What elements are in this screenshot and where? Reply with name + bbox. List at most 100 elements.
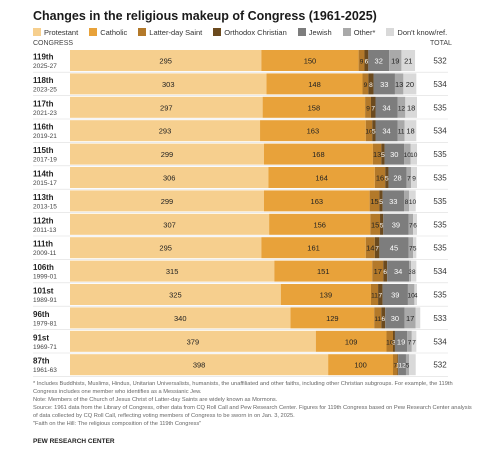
data-label: 12: [398, 105, 406, 112]
data-label: 10: [404, 152, 412, 159]
bar-segment: [263, 190, 370, 212]
bar-segment: [393, 354, 398, 376]
data-label: 32: [375, 57, 383, 66]
data-label: 6: [383, 269, 387, 276]
bar-segment: [70, 354, 329, 376]
data-label: 8: [412, 269, 416, 276]
bar-segment: [409, 260, 412, 282]
legend-item: Latter-day Saint: [138, 28, 202, 37]
bar-segment: [372, 143, 382, 165]
data-label: 10: [408, 293, 416, 300]
bar-segment: [365, 96, 371, 118]
data-label: 297: [160, 103, 173, 112]
bar-segment: [368, 73, 374, 95]
bar-segment: [315, 330, 387, 352]
bar-segment: [261, 237, 366, 259]
bar-segment: [398, 354, 406, 376]
data-label: 14: [366, 244, 374, 253]
data-label: 6: [365, 59, 369, 66]
data-label: 13: [373, 150, 381, 159]
congress-years-label: 1969-71: [33, 344, 57, 351]
bar-segment: [372, 260, 384, 282]
data-label: 21: [404, 57, 412, 66]
bar-segment: [365, 237, 375, 259]
total-value: 532: [433, 57, 447, 66]
total-value: 535: [433, 103, 447, 112]
footnote-report: "Faith on the Hill: The religious compos…: [33, 421, 202, 427]
bar-segment: [374, 237, 380, 259]
legend-item: Orthodox Christian: [213, 28, 287, 37]
data-label: 17: [406, 314, 414, 323]
bar-segment: [382, 284, 408, 305]
data-label: 9: [412, 176, 416, 183]
data-label: 129: [326, 314, 339, 323]
bar-segment: [386, 330, 394, 352]
bar-segment: [379, 237, 409, 259]
congress-years-label: 2013-15: [33, 203, 57, 210]
data-label: 7: [412, 339, 416, 346]
data-label: 299: [161, 197, 174, 206]
bar-segment: [70, 260, 275, 282]
data-label: 7: [375, 246, 379, 253]
data-label: 5: [413, 246, 417, 253]
congress-years-label: 2023-25: [33, 86, 57, 93]
legend-swatch: [213, 28, 222, 36]
total-value: 534: [433, 267, 447, 276]
data-label: 39: [391, 291, 399, 300]
data-label: 379: [187, 337, 200, 346]
total-value: 534: [433, 337, 447, 346]
bar-segment: [405, 96, 417, 118]
data-label: 163: [311, 197, 324, 206]
congress-years-label: 1961-63: [33, 367, 57, 374]
bar-segment: [404, 120, 417, 142]
data-label: 398: [193, 361, 206, 370]
bar-segment: [381, 307, 386, 329]
bar-segment: [414, 284, 417, 305]
data-label: 33: [380, 80, 388, 89]
bar-segment: [384, 143, 405, 165]
bar-segment: [408, 237, 414, 259]
data-label: 295: [159, 244, 172, 253]
data-label: 1: [396, 363, 400, 370]
data-label: 19: [397, 337, 405, 346]
data-label: 20: [406, 80, 414, 89]
bar-segment: [415, 307, 421, 329]
legend-label: Other*: [353, 27, 376, 37]
total-value: 533: [433, 314, 447, 323]
data-label: 28: [393, 174, 401, 183]
data-label: 9: [366, 105, 370, 112]
congress-label: 106th: [33, 263, 54, 272]
bar-segment: [385, 307, 405, 329]
bar-segment: [374, 307, 382, 329]
chart-title: Changes in the religious makeup of Congr…: [33, 9, 377, 23]
congress-label: 119th: [33, 53, 54, 62]
data-label: 7: [408, 339, 412, 346]
total-value: 535: [433, 220, 447, 229]
bar-segment: [374, 167, 386, 188]
bar-segment: [383, 260, 388, 282]
total-value: 535: [433, 197, 447, 206]
bar-segment: [263, 143, 373, 165]
bar-segment: [408, 213, 414, 235]
total-value: 532: [433, 361, 447, 370]
data-label: 168: [312, 150, 325, 159]
bar-segment: [411, 260, 417, 282]
legend-label: Don't know/ref.: [397, 27, 448, 37]
data-label: 9: [364, 82, 368, 89]
bar-segment: [378, 284, 383, 305]
data-label: 151: [317, 267, 330, 276]
bar-segment: [70, 73, 267, 95]
data-label: 7: [379, 293, 383, 300]
bar-segment: [290, 307, 375, 329]
data-label: 100: [354, 361, 367, 370]
bar-segment: [70, 190, 264, 212]
bar-segment: [413, 237, 417, 259]
bar-segment: [70, 307, 291, 329]
data-label: 34: [382, 127, 390, 136]
bar-segment: [405, 354, 410, 376]
data-label: 307: [163, 220, 176, 229]
bar-segment: [373, 73, 395, 95]
data-label: 11: [374, 316, 381, 323]
data-label: 164: [315, 174, 328, 183]
